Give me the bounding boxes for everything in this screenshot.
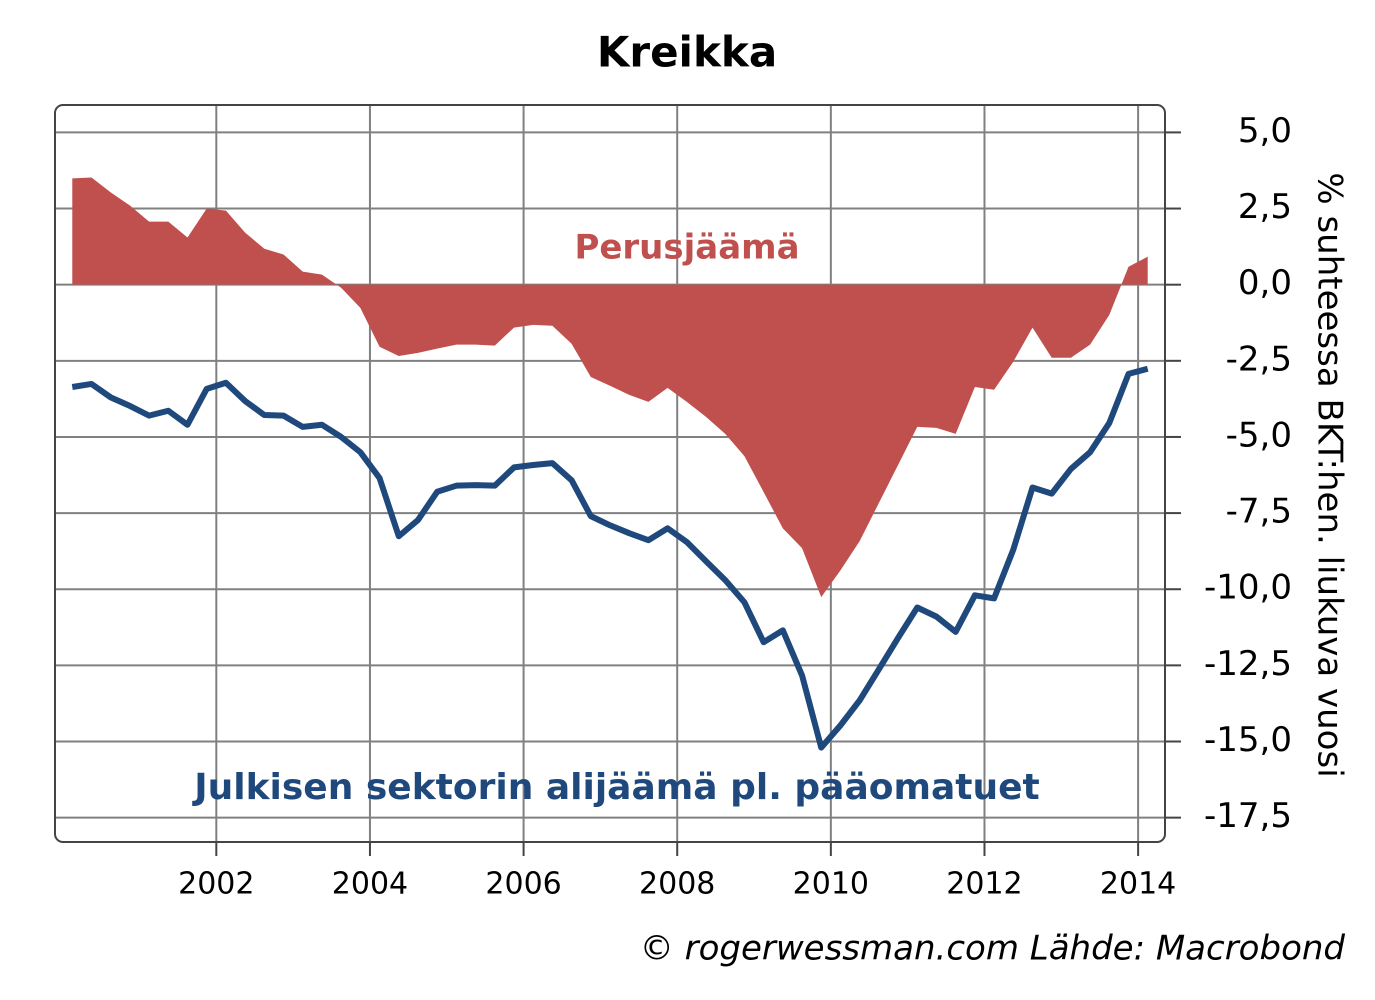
x-tick-label: 2010 — [793, 867, 869, 902]
y-tick-label: 2,5 — [1238, 187, 1292, 227]
annotation: Perusjäämä — [574, 228, 799, 268]
y-tick-label: -2,5 — [1226, 339, 1292, 379]
y-axis-label: % suhteessa BKT:hen. liukuva vuosi — [1310, 172, 1350, 777]
axes: 5,0 2,5 0,0 -2,5 -5,0 -7,5 -10,0 -12,5 -15,0 -17,… — [178, 111, 1292, 902]
y-tick-label: -15,0 — [1204, 720, 1292, 760]
x-tick-label: 2004 — [332, 867, 408, 902]
y-tick-label: 0,0 — [1238, 263, 1292, 303]
x-tick-label: 2002 — [178, 867, 254, 902]
y-tick-label: -17,5 — [1204, 796, 1292, 836]
annotation: Julkisen sektorin alijäämä pl. pääomatue… — [191, 767, 1040, 808]
source: © rogerwessman.com Lähde: Macrobond — [640, 929, 1346, 969]
x-tick-label: 2006 — [485, 867, 561, 902]
area — [72, 177, 1148, 598]
plot-frame — [54, 104, 1166, 843]
x-tick-label: 2008 — [639, 867, 715, 902]
line — [71, 365, 1149, 751]
chart-title: Kreikka — [597, 28, 777, 77]
y-tick-label: -12,5 — [1204, 644, 1292, 684]
y-tick-label: 5,0 — [1238, 111, 1292, 151]
y-tick-label: -5,0 — [1226, 415, 1292, 455]
y-tick-label: -7,5 — [1226, 492, 1292, 532]
marks — [71, 177, 1149, 751]
x-tick-label: 2014 — [1100, 867, 1176, 902]
x-tick-label: 2012 — [946, 867, 1022, 902]
y-tick-label: -10,0 — [1204, 568, 1292, 608]
